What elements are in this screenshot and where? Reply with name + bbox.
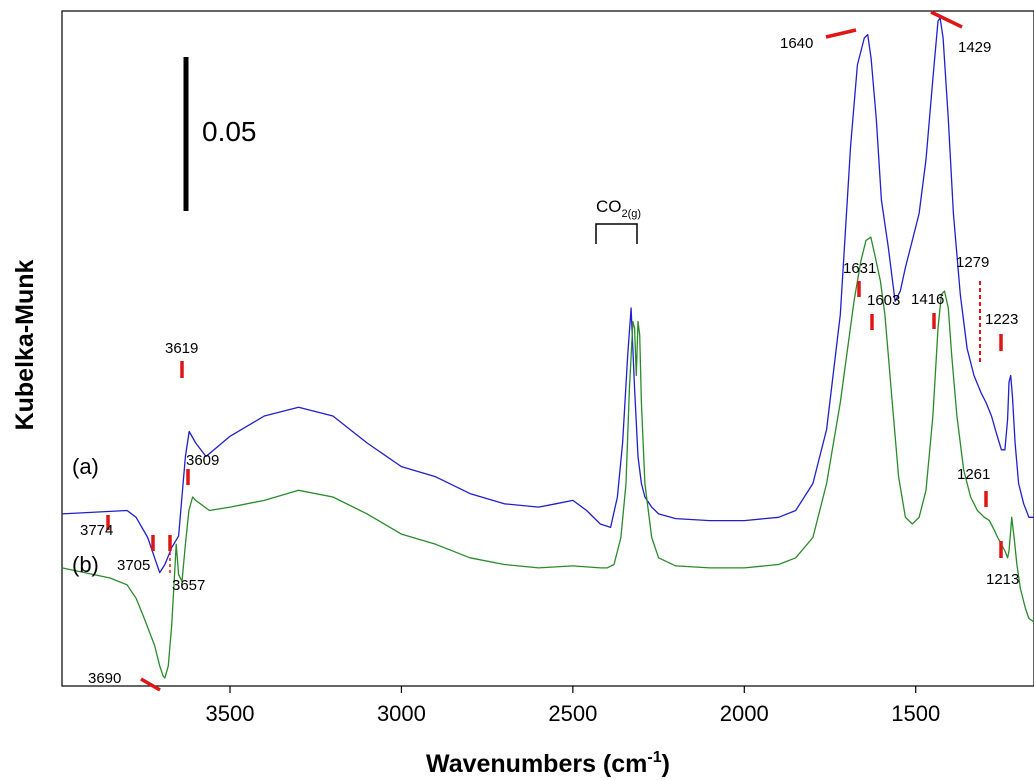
x-axis: 3500 3000 2500 2000 1500 bbox=[206, 686, 940, 726]
peak-label-3690: 3690 bbox=[88, 670, 121, 687]
x-tick-label-2500: 2500 bbox=[548, 701, 597, 726]
peak-marker-3690 bbox=[140, 677, 161, 692]
x-tick-label-3500: 3500 bbox=[206, 701, 255, 726]
peak-marker-1429 bbox=[930, 10, 963, 29]
peak-label-1429: 1429 bbox=[958, 39, 991, 56]
peak-labels: 3774 3705 3690 3657 3619 3609 1640 1429 … bbox=[80, 35, 1019, 687]
series-line-a bbox=[61, 17, 1034, 574]
peak-label-3619: 3619 bbox=[165, 340, 198, 357]
series-b-label: (b) bbox=[72, 552, 99, 577]
plot-frame bbox=[61, 10, 1034, 687]
series-line-b bbox=[61, 236, 1034, 679]
peak-label-3705: 3705 bbox=[117, 557, 150, 574]
peak-label-1261: 1261 bbox=[957, 466, 990, 483]
peak-label-3774: 3774 bbox=[80, 522, 113, 539]
series-layer bbox=[61, 17, 1034, 679]
x-axis-title: Wavenumbers (cm-1) bbox=[426, 749, 670, 778]
y-axis-title: Kubelka-Munk bbox=[11, 259, 39, 430]
peak-label-1279: 1279 bbox=[956, 254, 989, 271]
peak-label-1223: 1223 bbox=[985, 311, 1018, 328]
peak-label-1631: 1631 bbox=[843, 260, 876, 277]
x-tick-label-3000: 3000 bbox=[377, 701, 426, 726]
peak-label-1213: 1213 bbox=[986, 571, 1019, 588]
co2-gas-label: CO2(g) bbox=[596, 197, 641, 220]
peak-label-3609: 3609 bbox=[186, 452, 219, 469]
series-a-label: (a) bbox=[72, 454, 99, 479]
x-tick-label-2000: 2000 bbox=[720, 701, 769, 726]
co2-bracket bbox=[595, 223, 638, 244]
peak-markers bbox=[106, 10, 1003, 692]
peak-label-3657: 3657 bbox=[172, 577, 205, 594]
peak-label-1640: 1640 bbox=[780, 35, 813, 52]
x-tick-label-1500: 1500 bbox=[891, 701, 940, 726]
scale-bar-label: 0.05 bbox=[202, 116, 257, 147]
peak-marker-1640 bbox=[825, 28, 857, 39]
peak-label-1416: 1416 bbox=[911, 291, 944, 308]
peak-label-1603: 1603 bbox=[867, 292, 900, 309]
